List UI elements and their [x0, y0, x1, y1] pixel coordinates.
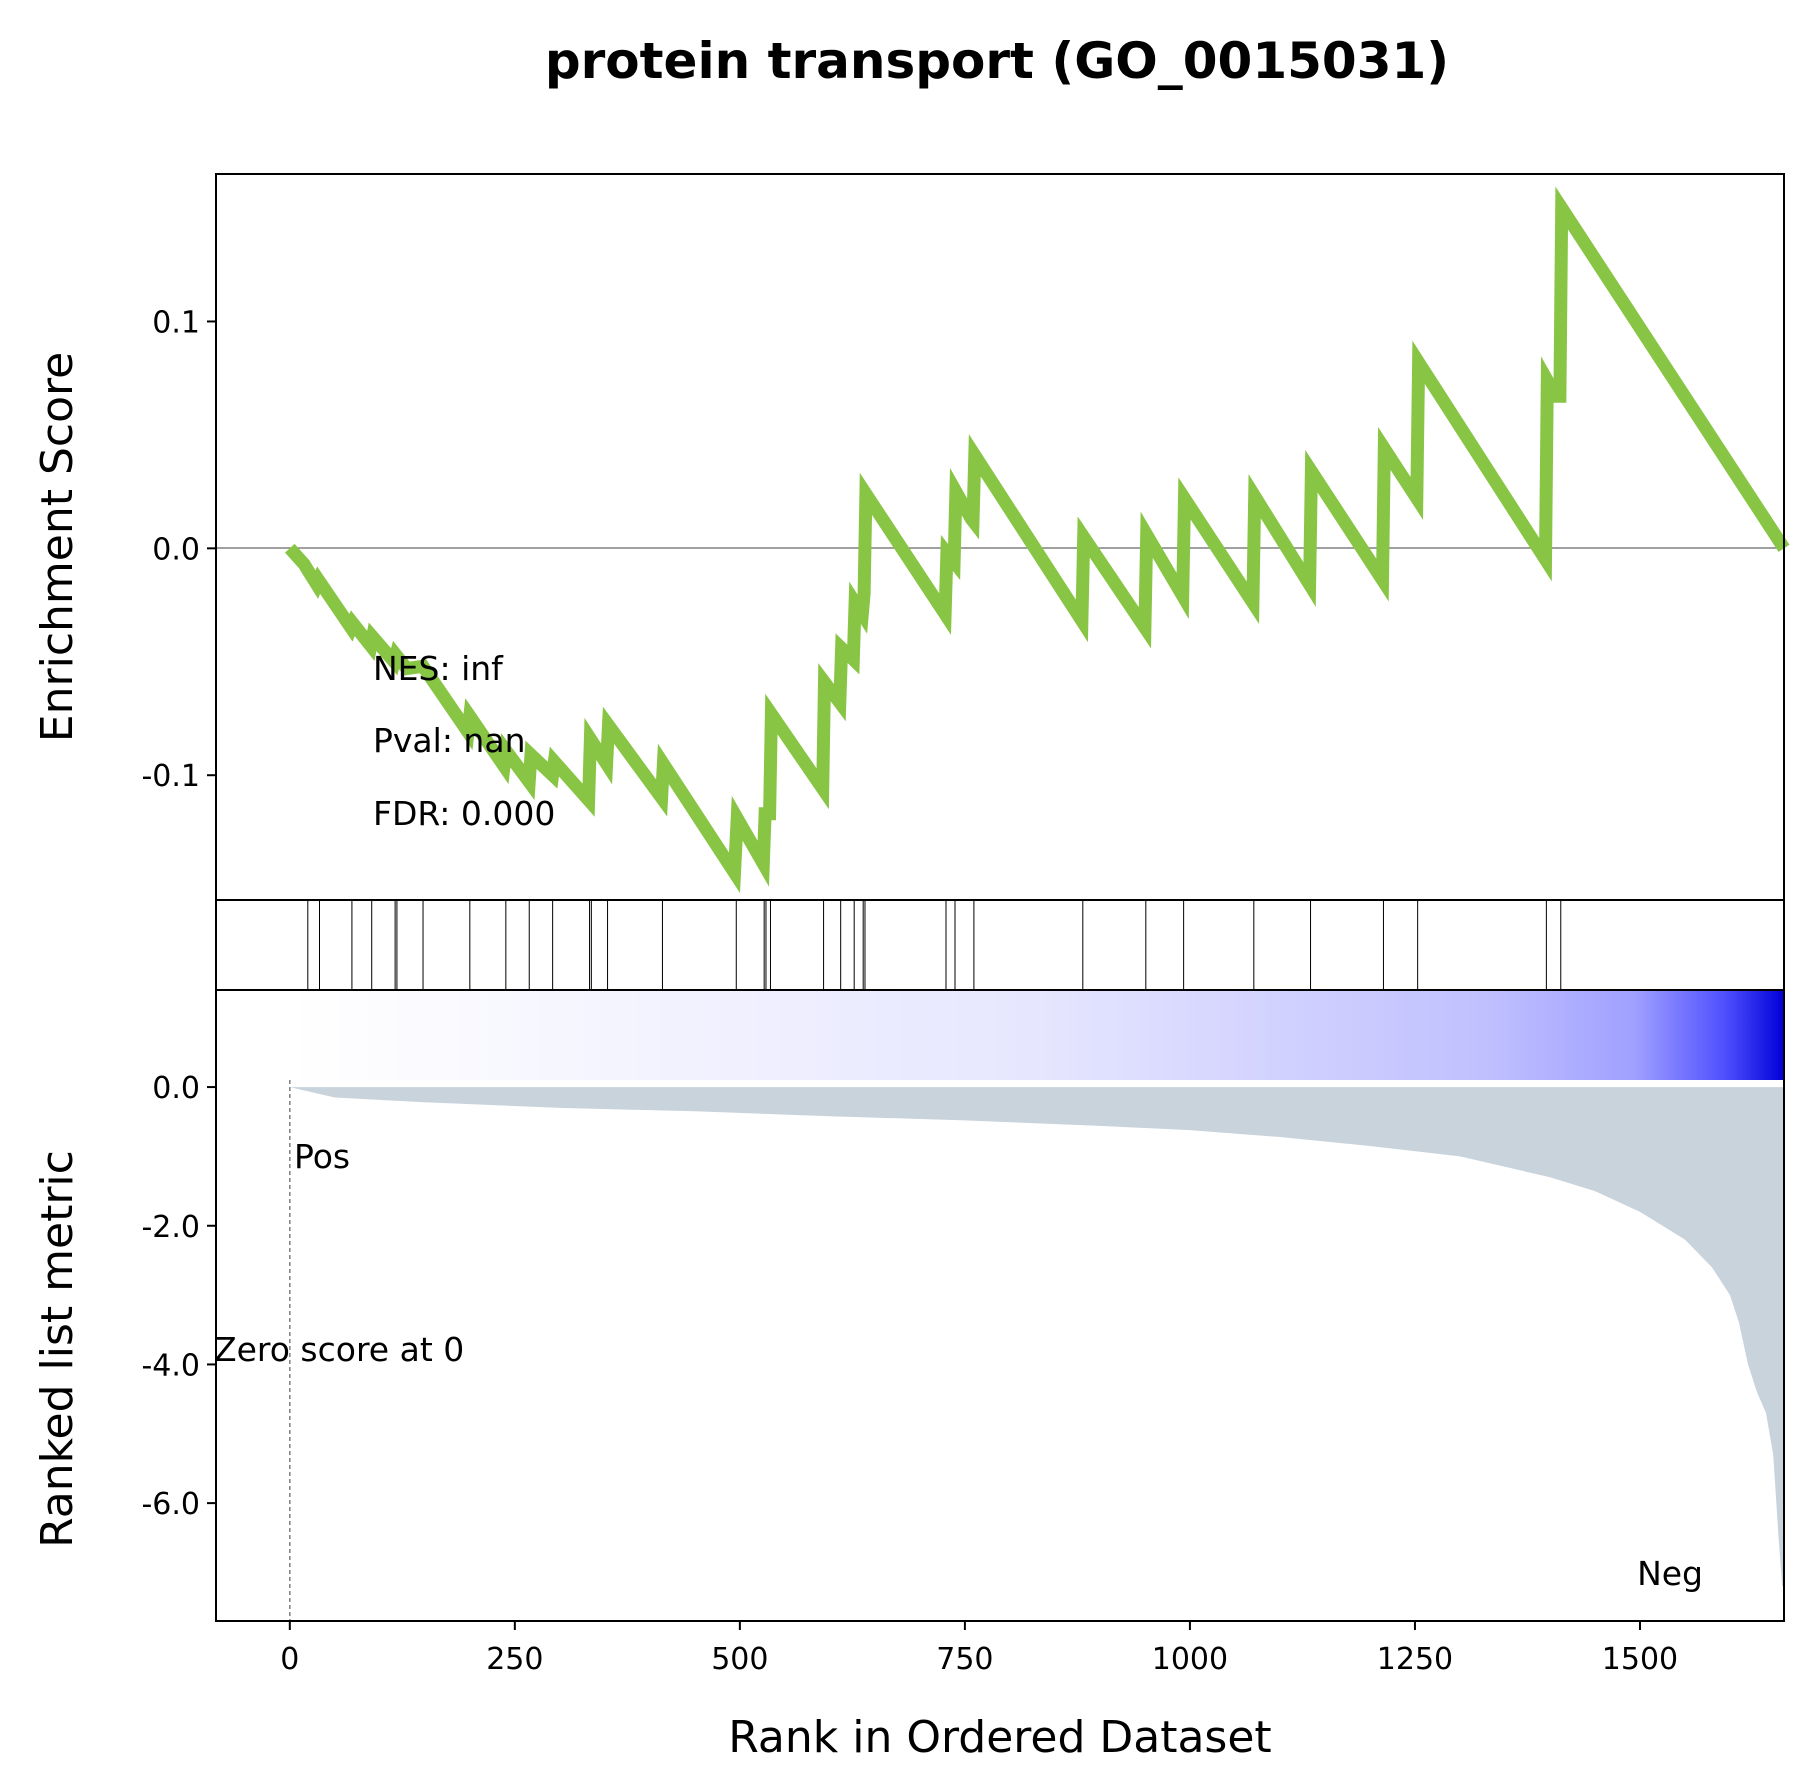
- metric-y-tick-label: 0.0: [152, 1071, 200, 1106]
- enrichment-y-ticks: 0.1 0.0 -0.1: [141, 305, 216, 794]
- metric-y-tick-label: -4.0: [141, 1348, 200, 1383]
- ranked-metric-panel-frame: [215, 989, 1785, 1622]
- nes-text: NES: inf: [373, 649, 504, 688]
- hits-panel-frame: [215, 899, 1785, 991]
- fdr-text: FDR: 0.000: [373, 794, 555, 833]
- x-axis-label: Rank in Ordered Dataset: [728, 1712, 1271, 1763]
- ranked-metric-panel: 0.0-2.0-4.0-6.0 Zero score at 0 Pos Neg …: [32, 989, 1785, 1622]
- x-tick-label: 1500: [1602, 1642, 1678, 1677]
- x-tick-label: 250: [486, 1642, 543, 1677]
- chart-title: protein transport (GO_0015031): [545, 32, 1449, 90]
- pval-text: Pval: nan: [373, 721, 525, 760]
- metric-y-tick-label: -2.0: [141, 1210, 200, 1245]
- rank-heatmap: [289, 991, 1784, 1080]
- x-tick-label: 1000: [1152, 1642, 1228, 1677]
- enrichment-score-line: [284, 186, 1790, 894]
- x-tick-label: 750: [936, 1642, 993, 1677]
- x-tick-label: 500: [711, 1642, 768, 1677]
- pos-label: Pos: [294, 1137, 350, 1176]
- zero-score-text: Zero score at 0: [214, 1330, 464, 1369]
- es-y-tick-label: 0.1: [152, 305, 200, 340]
- hits-panel: [215, 899, 1785, 991]
- x-axis-ticks: 0 250 500 750 1000 1250 1500: [280, 1621, 1678, 1677]
- ranked-metric-area: [289, 1087, 1784, 1587]
- es-y-tick-label: -0.1: [141, 759, 200, 794]
- es-y-tick-label: 0.0: [152, 532, 200, 567]
- x-tick-label: 1250: [1377, 1642, 1453, 1677]
- metric-y-tick-label: -6.0: [141, 1487, 200, 1522]
- hit-lines: [307, 900, 1562, 990]
- x-tick-label: 0: [280, 1642, 299, 1677]
- enrichment-panel: 0.1 0.0 -0.1 Enrichment Score NES: inf Pva…: [32, 173, 1790, 901]
- ranked-metric-ylabel: Ranked list metric: [32, 1150, 83, 1548]
- enrichment-ylabel: Enrichment Score: [32, 352, 83, 742]
- neg-label: Neg: [1637, 1554, 1703, 1593]
- metric-y-ticks: 0.0 -2.0 -4.0 -6.0: [141, 1071, 216, 1522]
